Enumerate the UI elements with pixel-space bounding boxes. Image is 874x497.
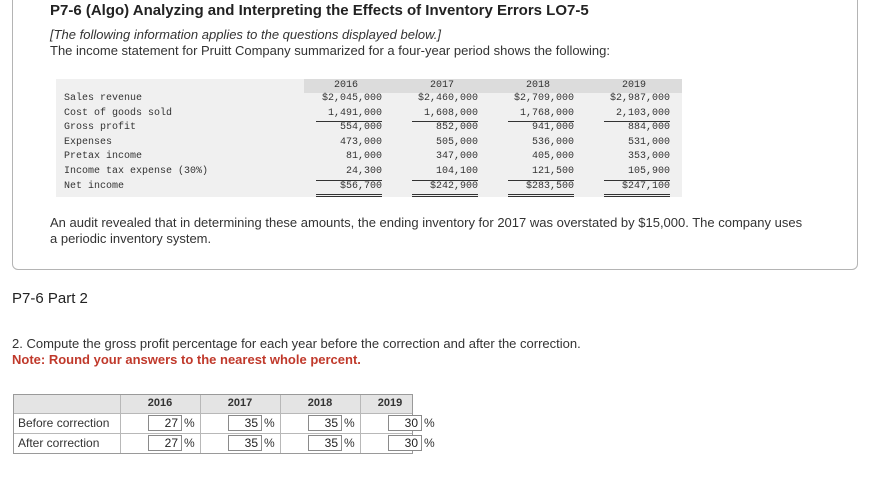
statement-cell: 531,000 [627, 136, 670, 148]
year-header-0: 2016 [333, 80, 358, 91]
after-correction-label: After correction [18, 436, 100, 450]
answer-table: 2016 2017 2018 2019 Before correction 27% 35% 3… [13, 394, 435, 454]
statement-cell: 405,000 [531, 151, 574, 163]
total-underline [316, 179, 382, 181]
percent-sign: % [424, 416, 435, 430]
percent-sign: % [184, 416, 195, 430]
part-title: P7-6 Part 2 [12, 290, 88, 307]
statement-cell: $2,045,000 [321, 93, 382, 104]
answer-col-divider [200, 395, 201, 453]
statement-cell: 884,000 [627, 122, 670, 134]
statement-cell: $242,900 [429, 180, 478, 192]
total-underline [508, 196, 574, 198]
gross-profit-pct-input[interactable]: 30 [388, 415, 422, 431]
statement-cell: 473,000 [339, 136, 382, 148]
statement-row-label: Cost of goods sold [64, 107, 173, 119]
audit-text: An audit revealed that in determining th… [50, 215, 803, 246]
total-underline [316, 121, 382, 123]
intro-text: The income statement for Pruitt Company … [50, 43, 610, 58]
gross-profit-pct-input[interactable]: 35 [308, 415, 342, 431]
year-header-3: 2019 [621, 80, 646, 91]
statement-cell: 554,000 [339, 122, 382, 134]
total-underline [604, 194, 670, 196]
statement-row-label: Gross profit [64, 122, 137, 134]
question-text: 2. Compute the gross profit percentage f… [12, 336, 581, 351]
gross-profit-pct-input[interactable]: 35 [228, 435, 262, 451]
answer-header-band [14, 395, 412, 413]
answer-year-header-0: 2016 [147, 397, 173, 409]
statement-cell: $247,100 [621, 180, 670, 192]
statement-cell: $283,500 [525, 180, 574, 192]
answer-row-divider [14, 433, 412, 434]
statement-cell: $2,987,000 [609, 93, 670, 104]
statement-cell: 347,000 [435, 151, 478, 163]
statement-cell: 121,500 [531, 166, 574, 177]
statement-cell: 81,000 [345, 151, 382, 163]
total-underline [316, 194, 382, 196]
statement-cell: 104,100 [435, 166, 478, 177]
statement-row-label: Pretax income [64, 151, 143, 163]
year-header-2: 2018 [525, 80, 550, 91]
percent-sign: % [264, 436, 275, 450]
statement-cell: $2,709,000 [513, 93, 574, 104]
gross-profit-pct-input[interactable]: 27 [148, 435, 182, 451]
statement-cell: 105,900 [627, 166, 670, 177]
percent-sign: % [264, 416, 275, 430]
statement-cell: $56,700 [339, 180, 382, 192]
answer-col-divider [280, 395, 281, 453]
percent-sign: % [184, 436, 195, 450]
statement-row-label: Net income [64, 180, 125, 192]
answer-col-divider [360, 395, 361, 453]
gross-profit-pct-input[interactable]: 30 [388, 435, 422, 451]
statement-cell: 941,000 [531, 122, 574, 134]
total-underline [412, 179, 478, 181]
gross-profit-pct-input[interactable]: 35 [228, 415, 262, 431]
percent-sign: % [344, 436, 355, 450]
statement-cell: 353,000 [627, 151, 670, 163]
statement-row-label: Expenses [64, 136, 113, 148]
total-underline [412, 121, 478, 123]
answer-year-header-3: 2019 [377, 397, 403, 409]
answer-year-header-1: 2017 [227, 397, 253, 409]
answer-col-divider [120, 395, 121, 453]
total-underline [604, 196, 670, 198]
statement-cell: $2,460,000 [417, 93, 478, 104]
statement-cell: 24,300 [345, 166, 382, 177]
gross-profit-pct-input[interactable]: 35 [308, 435, 342, 451]
statement-cell: 536,000 [531, 136, 574, 148]
total-underline [508, 121, 574, 123]
income-statement-table: 2016 2017 2018 2019 Sales revenue $2,045,000 $… [56, 79, 682, 198]
before-correction-label: Before correction [18, 416, 110, 430]
statement-row-label: Income tax expense (30%) [64, 166, 209, 177]
answer-year-header-2: 2018 [307, 397, 333, 409]
total-underline [508, 194, 574, 196]
total-underline [316, 196, 382, 198]
statement-cell: 2,103,000 [615, 107, 670, 119]
instructions-note: [The following information applies to th… [50, 27, 441, 42]
statement-cell: 505,000 [435, 136, 478, 148]
total-underline [604, 179, 670, 181]
statement-cell: 1,768,000 [519, 107, 574, 119]
statement-cell: 1,608,000 [423, 107, 478, 119]
answer-row-divider [14, 413, 412, 414]
total-underline [604, 121, 670, 123]
statement-background [56, 79, 682, 197]
statement-row-label: Sales revenue [64, 93, 143, 104]
percent-sign: % [424, 436, 435, 450]
total-underline [508, 179, 574, 181]
statement-cell: 1,491,000 [327, 107, 382, 119]
problem-title: P7-6 (Algo) Analyzing and Interpreting t… [50, 2, 589, 19]
year-header-band [304, 79, 682, 93]
total-underline [412, 196, 478, 198]
total-underline [412, 194, 478, 196]
rounding-note: Note: Round your answers to the nearest … [12, 352, 361, 367]
statement-cell: 852,000 [435, 122, 478, 134]
gross-profit-pct-input[interactable]: 27 [148, 415, 182, 431]
percent-sign: % [344, 416, 355, 430]
year-header-1: 2017 [429, 80, 454, 91]
